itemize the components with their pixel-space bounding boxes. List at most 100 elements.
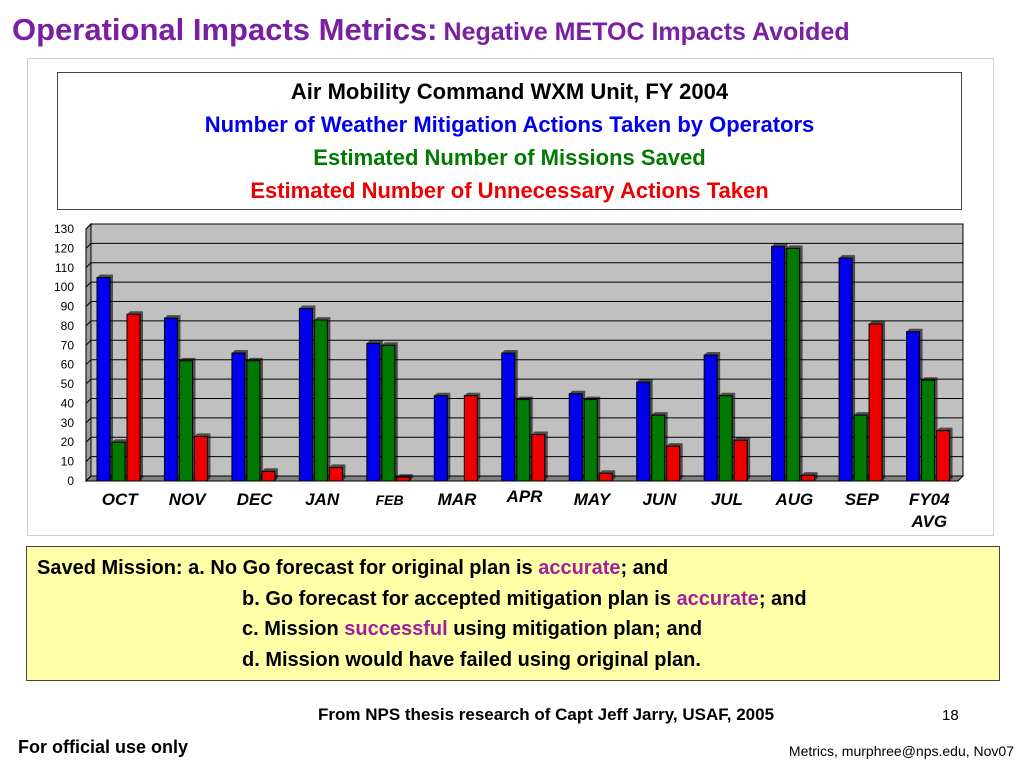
bar-top xyxy=(434,392,451,396)
bar-side xyxy=(679,443,683,481)
bar-top xyxy=(261,468,278,472)
definition-line-a: Saved Mission: a. No Go forecast for ori… xyxy=(37,557,669,579)
bar-side xyxy=(799,245,803,481)
gridline xyxy=(85,397,963,404)
bar-side xyxy=(259,357,263,481)
bar-top xyxy=(569,390,586,394)
bar-top xyxy=(719,392,736,396)
bar-top xyxy=(127,311,143,315)
bar-top xyxy=(516,396,533,400)
bar-side xyxy=(342,464,346,481)
bar xyxy=(328,466,343,482)
bar-top xyxy=(97,274,113,278)
bar xyxy=(598,472,613,482)
gridline xyxy=(85,339,963,346)
bar-top xyxy=(704,352,721,355)
bar-side xyxy=(140,311,143,481)
definition-line-d: d. Mission would have failed using origi… xyxy=(242,648,701,671)
bar xyxy=(703,354,718,482)
gridline xyxy=(85,378,963,385)
bar-side xyxy=(544,431,548,481)
footer-identifier: Metrics, murphree@nps.edu, Nov07 xyxy=(788,743,1014,759)
y-tick-label: 70 xyxy=(61,338,75,352)
bar-top xyxy=(636,379,653,383)
x-tick-label: NOV xyxy=(169,490,208,509)
bar-top xyxy=(666,443,683,447)
bar xyxy=(651,414,666,482)
y-tick-label: 10 xyxy=(61,455,75,469)
bar-top xyxy=(599,470,616,474)
y-tick-label: 50 xyxy=(61,377,75,391)
bar xyxy=(583,399,598,482)
gridline xyxy=(85,436,963,443)
bar-top xyxy=(396,474,413,478)
bar xyxy=(838,257,853,482)
bar xyxy=(733,439,748,482)
slide-title-sub: Negative METOC Impacts Avoided xyxy=(443,18,850,46)
legend-entry-saved: Estimated Number of Missions Saved xyxy=(313,145,706,170)
bar-top xyxy=(786,245,803,249)
bar xyxy=(666,445,681,482)
bar-top xyxy=(246,357,263,361)
y-tick-label: 20 xyxy=(61,435,75,449)
x-tick-label: JUN xyxy=(642,490,677,509)
gridline xyxy=(85,301,963,307)
bar xyxy=(921,379,936,482)
y-tick-label: 100 xyxy=(54,280,74,294)
page-number: 18 xyxy=(942,707,959,724)
bar-top xyxy=(936,427,953,431)
bar-side xyxy=(447,392,451,481)
bar xyxy=(163,317,178,482)
bar xyxy=(193,435,208,482)
x-tick-label: JAN xyxy=(305,490,340,509)
bar-top xyxy=(112,439,128,443)
bar-top xyxy=(329,464,346,468)
bar xyxy=(126,313,141,482)
bar xyxy=(501,352,516,482)
bar-top xyxy=(179,357,196,361)
saved-mission-definition: Saved Mission: a. No Go forecast for ori… xyxy=(26,546,1000,681)
bar xyxy=(771,245,786,482)
plot-side-wall xyxy=(85,222,92,483)
classification-marking: For official use only xyxy=(18,737,189,757)
bar-side xyxy=(597,396,601,481)
legend-entry-unnecessary: Estimated Number of Unnecessary Actions … xyxy=(250,178,769,203)
x-tick-label: OCT xyxy=(102,490,140,509)
bar xyxy=(298,307,313,482)
slide-title: Operational Impacts Metrics: Negative MET… xyxy=(12,8,1012,54)
y-tick-label: 80 xyxy=(61,319,75,333)
x-tick-label: FEB xyxy=(376,492,404,508)
gridline xyxy=(85,223,963,230)
bar-side xyxy=(327,317,331,481)
bar xyxy=(433,395,448,482)
definition-line-c: c. Mission successful using mitigation p… xyxy=(242,618,703,640)
gridline xyxy=(85,417,963,424)
bar xyxy=(96,276,111,482)
bar-top xyxy=(584,396,601,400)
x-tick-label: AUG xyxy=(774,490,813,509)
bar-top xyxy=(651,412,668,416)
bar-side xyxy=(394,342,398,481)
bar-top xyxy=(501,350,518,354)
x-tick-label: JUL xyxy=(711,490,743,509)
bar-top xyxy=(314,317,331,321)
bar-top xyxy=(164,315,181,319)
y-tick-label: 30 xyxy=(61,416,75,430)
bar-top xyxy=(839,255,856,259)
gridline xyxy=(85,281,963,288)
bar-side xyxy=(882,320,886,481)
bar-top xyxy=(531,431,548,435)
bar-side xyxy=(612,470,616,481)
x-tick-label: MAR xyxy=(438,490,477,509)
y-tick-label: 130 xyxy=(54,222,74,236)
bar-top xyxy=(906,328,923,332)
slide-title-main: Operational Impacts Metrics: xyxy=(12,12,438,47)
bar-top xyxy=(464,392,481,396)
bar xyxy=(636,381,651,482)
x-tick-label: DEC xyxy=(237,490,274,509)
legend-entry-actions: Number of Weather Mitigation Actions Tak… xyxy=(204,112,815,137)
y-tick-label: 40 xyxy=(61,396,75,410)
bar-top xyxy=(801,472,818,476)
gridline xyxy=(85,242,963,249)
source-citation: From NPS thesis research of Capt Jeff Ja… xyxy=(318,705,775,724)
